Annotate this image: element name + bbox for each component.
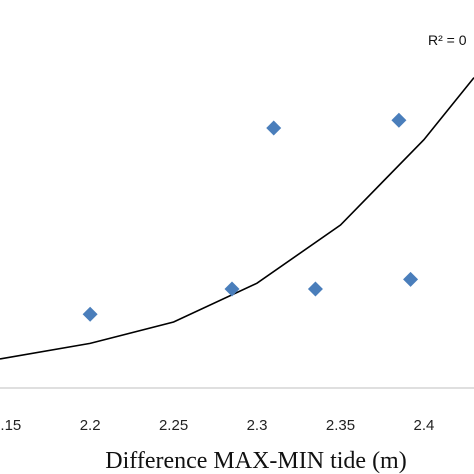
r2-annotation: R² = 0 xyxy=(428,32,467,48)
data-point-4 xyxy=(307,281,323,297)
x-tick-label: 2.2 xyxy=(80,417,101,434)
data-point-3 xyxy=(266,120,282,136)
data-point-6 xyxy=(403,271,419,287)
x-axis-title: Difference MAX-MIN tide (m) xyxy=(105,448,406,474)
x-tick-label: 2.4 xyxy=(413,417,434,434)
x-tick-label: 2.25 xyxy=(159,417,188,434)
x-tick-labels: 2.15 2.2 2.25 2.3 2.35 2.4 xyxy=(0,417,434,434)
x-tick-label: 2.35 xyxy=(326,417,355,434)
data-point-1 xyxy=(82,306,98,322)
x-tick-label: 2.15 xyxy=(0,417,21,434)
data-points xyxy=(82,112,419,322)
x-tick-label: 2.3 xyxy=(247,417,268,434)
trendline xyxy=(0,77,474,360)
data-point-2 xyxy=(224,281,240,297)
data-point-5 xyxy=(391,112,407,128)
